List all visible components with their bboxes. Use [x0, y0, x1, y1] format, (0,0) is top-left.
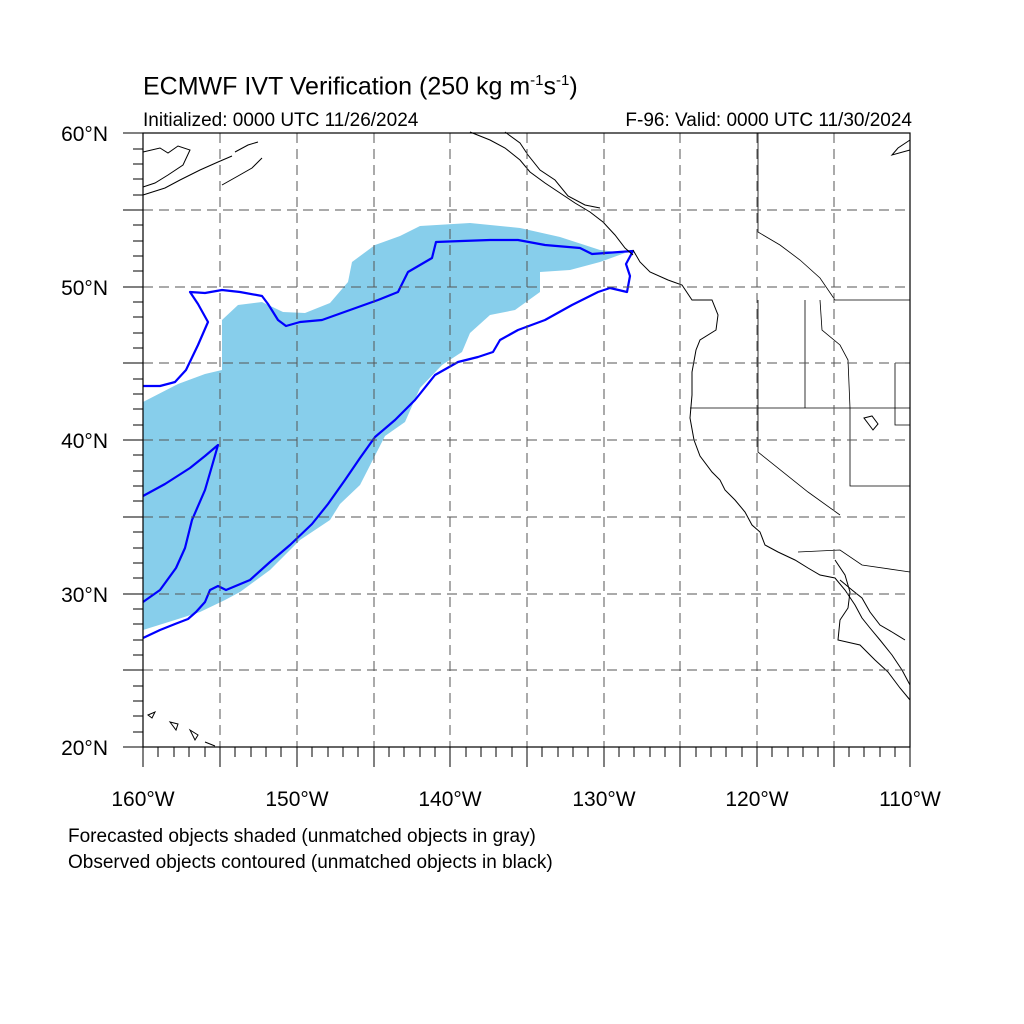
lon-label-130w: 130°W — [572, 788, 635, 811]
lon-label-120w: 120°W — [725, 788, 788, 811]
forecast-object-shaded — [143, 223, 625, 630]
observed-contour-inner — [142, 443, 220, 603]
observed-legend-note: Observed objects contoured (unmatched ob… — [68, 852, 553, 873]
political-borders — [690, 133, 911, 573]
graticule — [143, 133, 910, 747]
lon-label-160w: 160°W — [111, 788, 174, 811]
lat-label-50n: 50°N — [61, 277, 108, 300]
lat-label-30n: 30°N — [61, 584, 108, 607]
observed-contour-main — [142, 238, 635, 639]
forecast-legend-note: Forecasted objects shaded (unmatched obj… — [68, 826, 536, 847]
initialized-time: Initialized: 0000 UTC 11/26/2024 — [143, 110, 419, 131]
chart-title: ECMWF IVT Verification (250 kg m-1s-1) — [143, 72, 578, 101]
lon-label-150w: 150°W — [265, 788, 328, 811]
coastlines — [142, 131, 911, 747]
lat-label-40n: 40°N — [61, 430, 108, 453]
axis-ticks — [123, 132, 911, 767]
valid-time: F-96: Valid: 0000 UTC 11/30/2024 — [625, 110, 912, 131]
lat-label-20n: 20°N — [61, 737, 108, 760]
lat-label-60n: 60°N — [61, 123, 108, 146]
lon-label-110w: 110°W — [879, 788, 941, 811]
lon-label-140w: 140°W — [418, 788, 481, 811]
